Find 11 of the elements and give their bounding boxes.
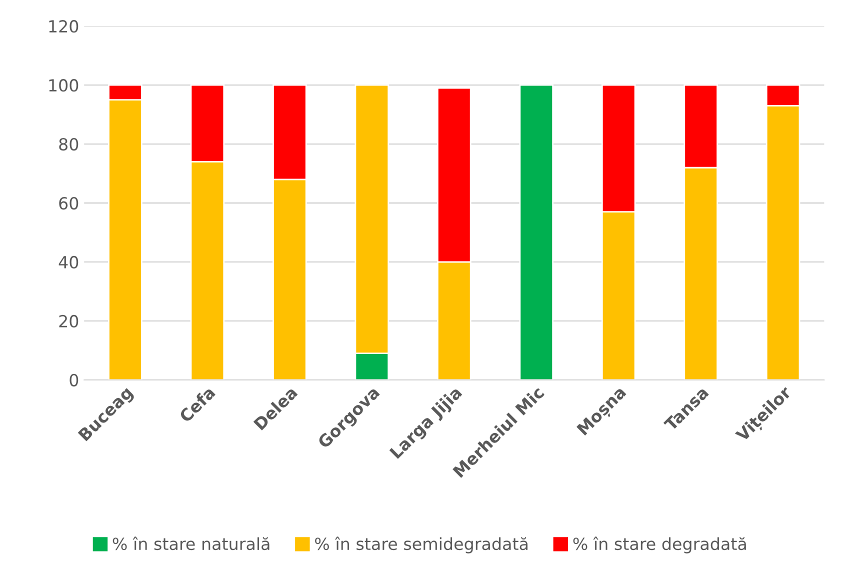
y-tick-label: 120 bbox=[49, 20, 78, 33]
legend-label: % în stare naturală bbox=[112, 536, 270, 550]
legend-label: % în stare semidegradată bbox=[315, 536, 528, 554]
y-tick-label: 0 bbox=[70, 374, 78, 386]
y-tick-label: 100 bbox=[49, 79, 78, 92]
y-tick-label: 60 bbox=[59, 196, 78, 210]
y-tick-label: 20 bbox=[59, 314, 78, 328]
bar bbox=[519, 84, 554, 380]
legend-label: % în stare degradată bbox=[573, 536, 746, 554]
y-tick-label: 40 bbox=[58, 256, 78, 269]
y-tick-label: 80 bbox=[59, 138, 78, 151]
